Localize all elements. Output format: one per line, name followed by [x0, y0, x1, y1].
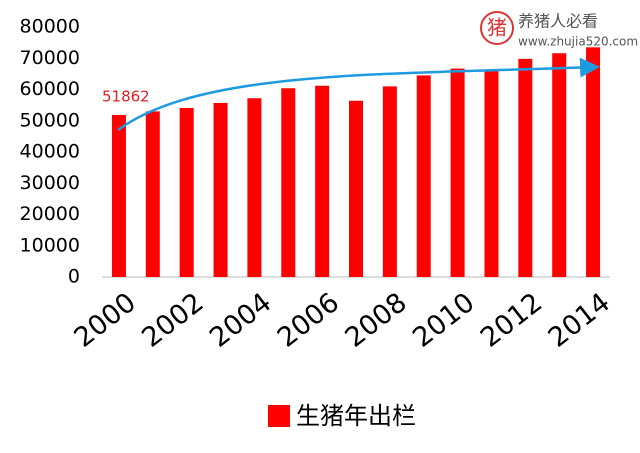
y-tick-label: 50000 — [20, 109, 80, 131]
y-tick-label: 60000 — [20, 78, 80, 100]
bar — [450, 68, 465, 277]
watermark: 猪 养猪人必看 www.zhujia520.com — [480, 11, 638, 49]
y-tick-label: 80000 — [20, 16, 80, 38]
trend-arrow — [117, 57, 600, 132]
bar — [586, 47, 601, 277]
bar — [179, 107, 194, 277]
bar — [145, 111, 160, 277]
y-tick-label: 20000 — [20, 203, 80, 225]
data-label: 51862 — [102, 88, 150, 106]
y-tick-label: 40000 — [20, 141, 80, 163]
x-tick-label: 2000 — [69, 287, 142, 354]
bar — [484, 69, 499, 277]
watermark-title: 养猪人必看 — [518, 12, 598, 31]
x-tick-label: 2004 — [204, 287, 277, 354]
y-tick-label: 10000 — [20, 234, 80, 256]
y-tick-label: 30000 — [20, 172, 80, 194]
bar — [552, 53, 567, 277]
bar — [281, 88, 296, 277]
x-tick-label: 2012 — [475, 287, 548, 354]
bar — [213, 102, 228, 277]
bar — [111, 114, 126, 278]
bar — [416, 75, 431, 277]
x-tick-label: 2002 — [136, 287, 209, 354]
bar — [315, 85, 330, 277]
bar — [349, 100, 363, 277]
bar — [382, 86, 397, 277]
legend-label: 生猪年出栏 — [296, 402, 416, 430]
bar — [247, 98, 262, 277]
legend-swatch — [268, 405, 290, 427]
watermark-url: www.zhujia520.com — [518, 35, 638, 49]
x-tick-label: 2006 — [272, 287, 345, 354]
x-tick-label: 2008 — [340, 287, 413, 354]
x-tick-label: 2014 — [543, 287, 616, 354]
x-tick-label: 2010 — [407, 287, 480, 354]
y-tick-label: 70000 — [20, 47, 80, 69]
bar — [518, 58, 533, 277]
svg-text:猪: 猪 — [487, 16, 507, 40]
y-tick-label: 0 — [68, 266, 80, 288]
